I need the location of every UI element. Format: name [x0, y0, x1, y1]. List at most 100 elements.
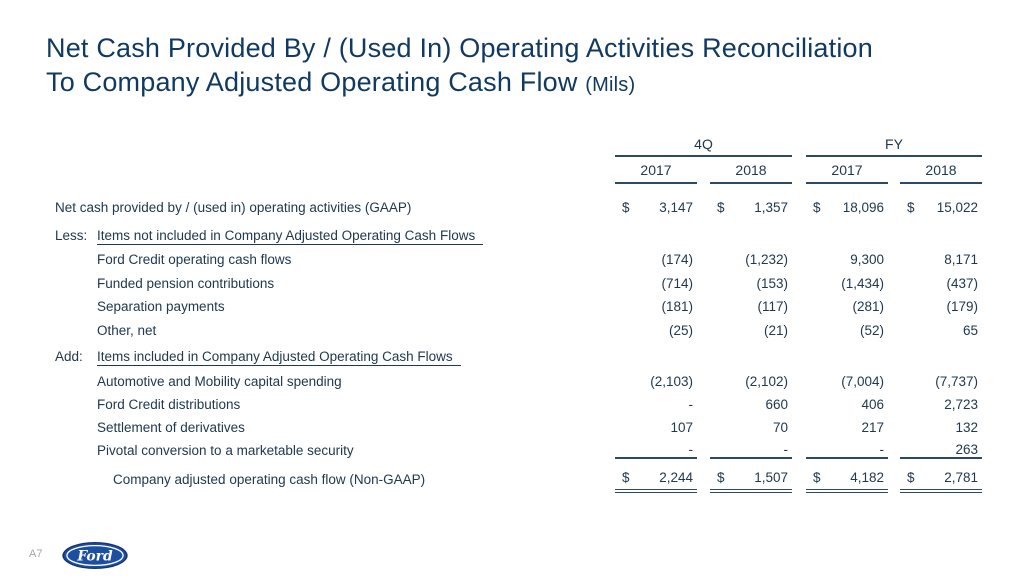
row-label: Automotive and Mobility capital spending — [97, 374, 342, 389]
row-label: Pivotal conversion to a marketable secur… — [97, 443, 354, 458]
value-cell: (281) — [852, 299, 884, 315]
currency-symbol: $ — [717, 470, 725, 485]
page-title: Net Cash Provided By / (Used In) Operati… — [46, 31, 873, 102]
currency-symbol: $ — [813, 470, 821, 485]
value-cell: $ 2,244 — [615, 466, 697, 493]
section-prefix: Add: — [55, 349, 83, 364]
value: 4,182 — [850, 470, 884, 485]
value-cell: (181) — [661, 299, 693, 315]
value-cell: $ 1,507 — [710, 466, 792, 493]
value-cell: - — [688, 397, 694, 412]
total-row: Company adjusted operating cash flow (No… — [55, 466, 985, 493]
value-cell: 132 — [955, 420, 978, 435]
value-cell: (117) — [757, 299, 788, 315]
value-cell: 9,300 — [850, 252, 884, 268]
table-row: Separation payments (181) (117) (281) (1… — [55, 295, 985, 319]
column-year-header: 2017 2018 2017 2018 — [615, 160, 985, 184]
row-label: Add: Items included in Company Adjusted O… — [55, 349, 615, 366]
value-cell: (437) — [946, 275, 978, 291]
value-cell: (7,004) — [841, 374, 884, 389]
value-cell: (2,103) — [650, 374, 693, 389]
table-row: Ford Credit distributions - 660 406 2,72… — [55, 393, 985, 416]
value: 2,781 — [944, 470, 978, 485]
value-cell: 217 — [861, 420, 884, 435]
row-label: Funded pension contributions — [97, 275, 275, 291]
table-row: Ford Credit operating cash flows (174) (… — [55, 248, 985, 272]
page-number: A7 — [29, 548, 43, 560]
reconciliation-table: 4Q FY 2017 2018 2017 2018 Net cash provi… — [55, 136, 985, 493]
value-cell: (1,232) — [745, 252, 788, 268]
title-line-2: To Company Adjusted Operating Cash Flow … — [46, 67, 636, 97]
value-cell: (52) — [859, 322, 884, 338]
column-header-4q-2017: 2017 — [615, 160, 697, 184]
row-label: Net cash provided by / (used in) operati… — [55, 199, 412, 215]
value-cell: (714) — [661, 275, 693, 291]
value-cell: - — [615, 442, 697, 459]
currency-symbol: $ — [717, 199, 725, 215]
table-row: Automotive and Mobility capital spending… — [55, 370, 985, 393]
value-cell: 8,171 — [944, 252, 978, 268]
section-prefix: Less: — [55, 227, 88, 243]
title-units: (Mils) — [585, 74, 636, 96]
row-label: Ford Credit operating cash flows — [97, 252, 292, 268]
value-cell: $ 18,096 — [806, 200, 888, 215]
table-row: Settlement of derivatives 107 70 217 132 — [55, 416, 985, 439]
value-cell: $ 2,781 — [900, 466, 982, 493]
column-header-fy-2018: 2018 — [900, 160, 982, 184]
currency-symbol: $ — [907, 199, 915, 215]
value-cell: 406 — [861, 397, 884, 412]
svg-text:Ford: Ford — [76, 548, 113, 564]
value-cell: (174) — [661, 252, 693, 268]
section-heading: Items included in Company Adjusted Opera… — [97, 349, 461, 366]
row-label: Ford Credit distributions — [97, 397, 241, 412]
row-label: Other, net — [97, 322, 157, 338]
section-row-less: Less: Items not included in Company Adjus… — [55, 224, 985, 248]
value-cell: (153) — [756, 275, 788, 291]
value-cell: $ 4,182 — [806, 466, 888, 493]
value-cell: (1,434) — [841, 275, 884, 291]
value-cell: - — [710, 442, 792, 459]
ford-logo-icon: Ford — [62, 541, 128, 570]
value: 1,357 — [754, 199, 788, 215]
column-group-header: 4Q FY — [615, 136, 985, 157]
value-cell: 2,723 — [944, 397, 978, 412]
column-header-4q-2018: 2018 — [710, 160, 792, 184]
value-cell: $ 15,022 — [900, 200, 982, 215]
value-cell: (179) — [946, 299, 978, 315]
table-row: Funded pension contributions (714) (153)… — [55, 272, 985, 296]
table-row: Other, net (25) (21) (52) 65 — [55, 319, 985, 343]
value-cell: $ 1,357 — [710, 200, 792, 215]
value-cell: - — [806, 442, 888, 459]
value: 15,022 — [936, 199, 978, 215]
value-cell: 107 — [670, 420, 693, 435]
value-cell: 660 — [765, 397, 788, 412]
value-cell: (2,102) — [745, 374, 788, 389]
value: 1,507 — [754, 470, 788, 485]
column-group-4q: 4Q — [615, 136, 792, 157]
value: 2,244 — [659, 470, 693, 485]
value-cell: (7,737) — [935, 374, 978, 389]
currency-symbol: $ — [622, 199, 630, 215]
value-cell: 65 — [962, 322, 978, 338]
currency-symbol: $ — [622, 470, 630, 485]
section-heading: Items not included in Company Adjusted O… — [97, 228, 484, 245]
value-cell: 70 — [772, 420, 788, 435]
row-label: Less: Items not included in Company Adjus… — [55, 228, 615, 245]
currency-symbol: $ — [813, 199, 821, 215]
column-group-fy: FY — [806, 136, 982, 157]
row-label: Settlement of derivatives — [97, 420, 245, 435]
row-label: Separation payments — [97, 299, 225, 315]
section-row-add: Add: Items included in Company Adjusted O… — [55, 345, 985, 370]
row-label: Company adjusted operating cash flow (No… — [113, 472, 426, 487]
value-cell: (25) — [668, 322, 693, 338]
value-cell: (21) — [763, 322, 788, 338]
currency-symbol: $ — [907, 470, 915, 485]
value-cell: 263 — [900, 442, 982, 459]
value-cell: $ 3,147 — [615, 200, 697, 215]
table-row: Net cash provided by / (used in) operati… — [55, 196, 985, 218]
value: 18,096 — [842, 199, 884, 215]
table-row: Pivotal conversion to a marketable secur… — [55, 439, 985, 462]
title-line-1: Net Cash Provided By / (Used In) Operati… — [46, 33, 873, 63]
column-header-fy-2017: 2017 — [806, 160, 888, 184]
